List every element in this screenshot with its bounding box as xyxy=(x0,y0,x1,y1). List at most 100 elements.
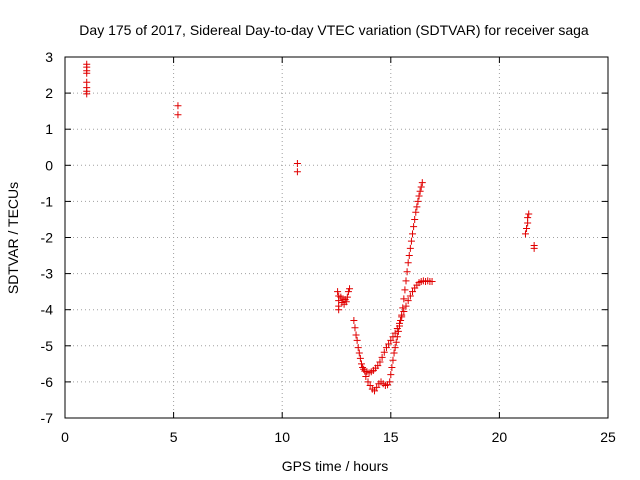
x-axis-label: GPS time / hours xyxy=(282,458,389,474)
y-tick-label: 1 xyxy=(45,121,53,137)
y-tick-label: -2 xyxy=(41,230,54,246)
data-point xyxy=(388,363,396,371)
data-point xyxy=(402,277,410,285)
data-point xyxy=(350,317,358,325)
data-point xyxy=(353,336,361,344)
data-point xyxy=(395,322,403,330)
data-point xyxy=(409,230,417,238)
data-point xyxy=(523,224,531,232)
data-point xyxy=(356,354,364,362)
y-tick-label: -5 xyxy=(41,338,54,354)
data-point xyxy=(174,102,182,110)
grid-lines xyxy=(65,57,608,418)
data-point xyxy=(293,168,301,176)
data-point xyxy=(416,187,424,195)
x-tick-label: 20 xyxy=(492,429,508,445)
data-point xyxy=(373,383,381,391)
data-point xyxy=(406,244,414,252)
data-point xyxy=(366,382,374,390)
data-point xyxy=(403,268,411,276)
data-point xyxy=(524,214,532,222)
data-point xyxy=(389,356,397,364)
data-point xyxy=(83,69,91,77)
data-point xyxy=(362,372,370,380)
data-point xyxy=(387,371,395,379)
y-tick-label: -3 xyxy=(41,266,54,282)
data-point xyxy=(391,344,399,352)
data-point xyxy=(380,348,388,356)
data-point xyxy=(428,278,436,286)
x-tick-label: 0 xyxy=(61,429,69,445)
data-point xyxy=(412,208,420,216)
data-point xyxy=(344,288,352,296)
data-point xyxy=(346,285,354,293)
y-tick-label: 2 xyxy=(45,85,53,101)
data-point xyxy=(400,295,408,303)
data-point xyxy=(335,306,343,314)
data-point xyxy=(355,349,363,357)
data-point xyxy=(376,358,384,366)
data-point xyxy=(351,324,359,332)
data-point xyxy=(397,317,405,325)
data-point xyxy=(354,344,362,352)
data-point xyxy=(404,259,412,267)
data-point xyxy=(415,192,423,200)
chart-title: Day 175 of 2017, Sidereal Day-to-day VTE… xyxy=(79,22,589,38)
y-tick-label: -4 xyxy=(41,302,54,318)
data-point xyxy=(393,333,401,341)
data-points xyxy=(83,60,538,395)
data-point xyxy=(385,340,393,348)
plot-frame xyxy=(64,56,609,419)
data-point xyxy=(374,362,382,370)
data-point xyxy=(386,378,394,386)
data-point xyxy=(343,293,351,301)
data-point xyxy=(83,90,91,98)
data-point xyxy=(357,360,365,368)
data-point xyxy=(521,230,529,238)
data-point xyxy=(391,329,399,337)
data-point xyxy=(359,363,367,371)
data-point xyxy=(399,304,407,312)
data-point xyxy=(378,353,386,361)
data-point xyxy=(394,327,402,335)
data-point xyxy=(293,159,301,167)
y-tick-label: -1 xyxy=(41,193,54,209)
x-tick-label: 10 xyxy=(274,429,290,445)
data-point xyxy=(406,292,414,300)
data-point xyxy=(352,331,360,339)
data-point xyxy=(411,215,419,223)
data-point xyxy=(405,252,413,260)
data-point xyxy=(404,297,412,305)
data-point xyxy=(407,237,415,245)
data-point xyxy=(392,338,400,346)
data-point xyxy=(371,387,379,395)
data-point xyxy=(418,179,426,187)
y-tick-label: -7 xyxy=(41,410,54,426)
data-point xyxy=(409,288,417,296)
y-tick-label: 3 xyxy=(45,49,53,65)
data-point xyxy=(525,210,533,218)
data-point xyxy=(530,244,538,252)
x-tick-label: 25 xyxy=(600,429,616,445)
data-point xyxy=(417,183,425,191)
data-point xyxy=(413,203,421,211)
data-point xyxy=(390,349,398,357)
data-point xyxy=(400,308,408,316)
data-point xyxy=(342,298,350,306)
data-point xyxy=(387,336,395,344)
x-tick-label: 5 xyxy=(170,429,178,445)
data-point xyxy=(174,111,182,119)
y-tick-label: 0 xyxy=(45,157,53,173)
data-point xyxy=(398,311,406,319)
x-tick-label: 15 xyxy=(383,429,399,445)
data-point xyxy=(410,223,418,231)
data-point xyxy=(402,302,410,310)
y-axis-label: SDTVAR / TECUs xyxy=(5,182,21,294)
data-point xyxy=(401,286,409,294)
data-point xyxy=(334,288,342,296)
data-point xyxy=(414,197,422,205)
data-point xyxy=(382,344,390,352)
data-point xyxy=(364,378,372,386)
